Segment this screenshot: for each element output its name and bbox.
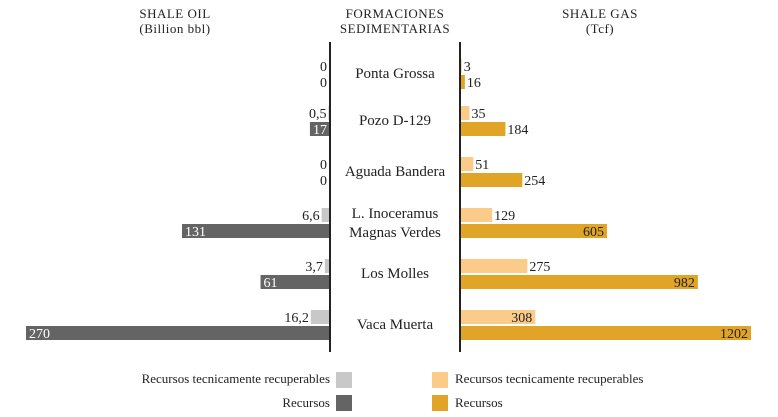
gas-trr-bar (461, 259, 528, 273)
oil-res-label: 270 (29, 327, 50, 342)
oil-trr-label: 0 (320, 60, 327, 75)
oil-res-label: 61 (264, 276, 278, 291)
oil-trr-bar (324, 259, 329, 273)
gas-res-label: 982 (674, 276, 695, 291)
formaciones-title-line2: SEDIMENTARIAS (339, 21, 451, 36)
gas-res-bar (461, 75, 465, 89)
category-label: L. Inoceramus (352, 206, 439, 222)
oil-trr-label: 16,2 (284, 311, 309, 326)
gas-res-bar (461, 275, 698, 289)
category-label: Pozo D-129 (359, 113, 431, 129)
gas-res-label: 254 (524, 174, 545, 189)
oil-trr-label: 6,6 (302, 209, 320, 224)
gas-trr-bar (461, 208, 493, 222)
oil-res-bar (309, 122, 329, 136)
oil-res-label: 131 (185, 225, 206, 240)
legend-gas-res-swatch (432, 395, 448, 411)
legend-oil-res-label: Recursos (282, 395, 330, 410)
oil-trr-bar (310, 310, 329, 324)
oil-res-bar (26, 326, 329, 340)
formaciones-title-line1: FORMACIONES (345, 6, 445, 21)
oil-res-bar (260, 275, 329, 289)
gas-res-label: 16 (467, 76, 481, 91)
gas-trr-label: 51 (475, 158, 489, 173)
gas-trr-label: 3 (464, 60, 471, 75)
gas-trr-bar (461, 106, 470, 120)
oil-res-label: 0 (320, 174, 327, 189)
gas-res-bar (461, 122, 506, 136)
gas-trr-label: 308 (511, 311, 532, 326)
category-label: Los Molles (361, 266, 429, 282)
gas-res-label: 605 (583, 225, 604, 240)
legend-gas-trr-label: Recursos tecnicamente recuperables (455, 371, 644, 386)
gas-trr-bar (461, 310, 536, 324)
category-label: Magnas Verdes (349, 225, 441, 241)
oil-trr-label: 0,5 (309, 107, 327, 122)
gas-trr-bar (461, 59, 462, 73)
oil-trr-bar (328, 106, 329, 120)
oil-trr-label: 3,7 (305, 260, 323, 275)
shale-oil-header: SHALE OIL (Billion bbl) (95, 6, 255, 36)
shale-gas-title: SHALE GAS (562, 6, 638, 21)
category-label: Aguada Bandera (345, 164, 446, 180)
gas-trr-label: 129 (494, 209, 515, 224)
shale-oil-title: SHALE OIL (139, 6, 211, 21)
category-label: Vaca Muerta (357, 317, 434, 333)
oil-res-label: 17 (313, 123, 327, 138)
legend-oil-trr-swatch (336, 372, 352, 388)
gas-trr-label: 35 (471, 107, 485, 122)
shale-gas-header: SHALE GAS (Tcf) (520, 6, 680, 36)
formaciones-header: FORMACIONES SEDIMENTARIAS (315, 6, 475, 36)
gas-trr-bar (461, 157, 474, 171)
gas-res-bar (461, 326, 751, 340)
gas-trr-label: 275 (529, 260, 550, 275)
gas-res-label: 184 (507, 123, 528, 138)
legend-gas-trr-swatch (432, 372, 448, 388)
gas-res-bar (461, 224, 607, 238)
category-label: Ponta Grossa (355, 66, 435, 82)
legend-oil-trr-label: Recursos tecnicamente recuperables (141, 371, 330, 386)
oil-trr-bar (321, 208, 329, 222)
gas-res-bar (461, 173, 523, 187)
oil-res-bar (181, 224, 329, 238)
shale-gas-unit: (Tcf) (585, 21, 615, 36)
legend-oil-res-swatch (336, 395, 352, 411)
oil-trr-label: 0 (320, 158, 327, 173)
shale-oil-unit: (Billion bbl) (139, 21, 211, 36)
legend-gas-res-label: Recursos (455, 395, 503, 410)
gas-res-label: 1202 (720, 327, 748, 342)
oil-res-label: 0 (320, 76, 327, 91)
